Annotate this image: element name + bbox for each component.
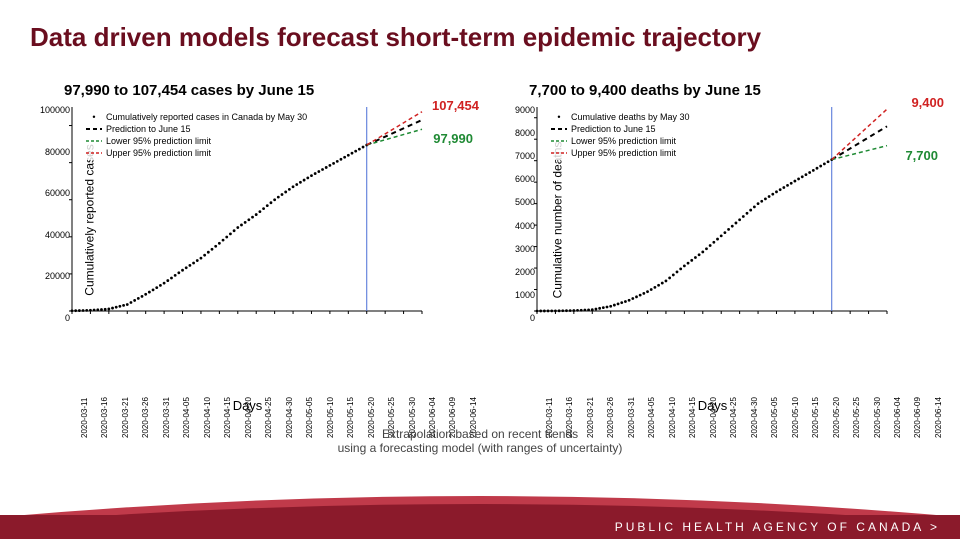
legend-upper: Upper 95% prediction limit xyxy=(106,147,211,159)
deaths-x-label: Days xyxy=(698,398,728,413)
cases-y-ticks: 100000800006000040000200000 xyxy=(44,105,70,323)
legend-observed: Cumulatively reported cases in Canada by… xyxy=(106,111,307,123)
deaths-x-ticks: 2020-03-112020-03-162020-03-212020-03-26… xyxy=(537,388,934,397)
cases-chart: Cumulatively reported cases 100000800006… xyxy=(24,105,471,335)
footer-bar: PUBLIC HEALTH AGENCY OF CANADA > xyxy=(0,515,960,539)
cases-x-ticks: 2020-03-112020-03-162020-03-212020-03-26… xyxy=(72,388,469,397)
slide-title: Data driven models forecast short-term e… xyxy=(30,22,761,53)
legend-pred-d: Prediction to June 15 xyxy=(571,123,656,135)
cases-subtitle: 97,990 to 107,454 cases by June 15 xyxy=(24,82,471,99)
footnote: Extrapolation based on recent trends usi… xyxy=(338,427,623,455)
cases-upper-label: 107,454 xyxy=(432,98,479,113)
footer: PUBLIC HEALTH AGENCY OF CANADA > xyxy=(0,479,960,539)
deaths-upper-label: 9,400 xyxy=(911,95,944,110)
deaths-legend: •Cumulative deaths by May 30 Prediction … xyxy=(551,111,690,160)
legend-lower-d: Lower 95% prediction limit xyxy=(571,135,676,147)
cases-legend: •Cumulatively reported cases in Canada b… xyxy=(86,111,307,160)
footnote-l1: Extrapolation based on recent trends xyxy=(338,427,623,441)
legend-pred: Prediction to June 15 xyxy=(106,123,191,135)
legend-lower: Lower 95% prediction limit xyxy=(106,135,211,147)
deaths-lower-label: 7,700 xyxy=(905,148,938,163)
deaths-chart: Cumulative number of deaths 900080007000… xyxy=(489,105,936,335)
footnote-l2: using a forecasting model (with ranges o… xyxy=(338,441,623,455)
deaths-panel: 7,700 to 9,400 deaths by June 15 Cumulat… xyxy=(489,82,936,335)
deaths-y-label: Cumulative number of deaths xyxy=(550,142,564,299)
charts-row: 97,990 to 107,454 cases by June 15 Cumul… xyxy=(24,82,936,335)
legend-observed-d: Cumulative deaths by May 30 xyxy=(571,111,690,123)
footer-text: PUBLIC HEALTH AGENCY OF CANADA > xyxy=(615,520,940,534)
cases-y-label: Cumulatively reported cases xyxy=(83,144,97,295)
deaths-subtitle: 7,700 to 9,400 deaths by June 15 xyxy=(489,82,936,99)
cases-lower-label: 97,990 xyxy=(433,131,473,146)
cases-panel: 97,990 to 107,454 cases by June 15 Cumul… xyxy=(24,82,471,335)
cases-x-label: Days xyxy=(233,398,263,413)
legend-upper-d: Upper 95% prediction limit xyxy=(571,147,676,159)
deaths-y-ticks: 9000800070006000500040003000200010000 xyxy=(509,105,535,323)
